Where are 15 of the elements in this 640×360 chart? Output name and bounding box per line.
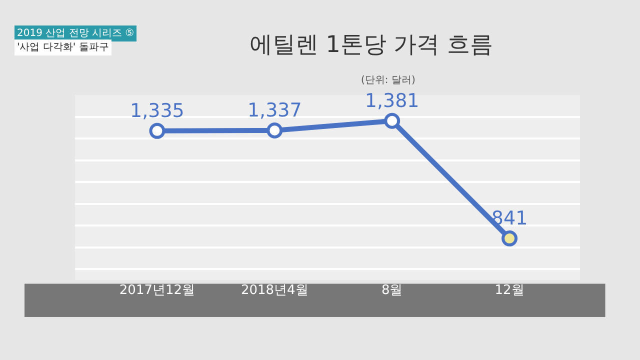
data-label: 1,381 <box>364 90 420 112</box>
data-label: 1,337 <box>247 100 302 122</box>
text: '사업 다각화' 돌파구 <box>17 42 109 53</box>
chart-title: 에틸렌 1톤당 가격 흐름 <box>249 32 493 58</box>
chart-subtitle: (단위: 달러) <box>361 75 416 86</box>
x-tick-label: 8월 <box>381 283 403 298</box>
text: 2019 산업 전망 시리즈 ⑤ <box>17 28 134 39</box>
point <box>502 230 518 246</box>
point <box>149 122 166 139</box>
data-label: 1,335 <box>130 100 184 122</box>
point <box>266 122 283 138</box>
x-tick-label: 12월 <box>494 283 524 298</box>
x-tick-label: 2018년4월 <box>240 283 308 298</box>
point <box>384 112 400 129</box>
x-tick-label: 2017년12월 <box>119 283 196 298</box>
